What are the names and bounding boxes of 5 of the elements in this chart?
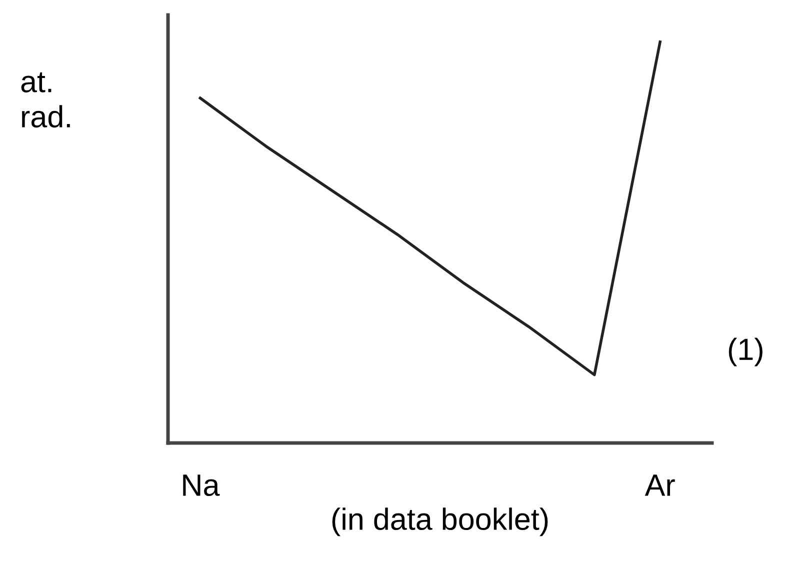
text: (1) [728,338,762,366]
x-tick-label: Na [183,474,220,496]
x-tick-label: Ar [644,474,675,496]
y-axis-title: at. rad. [21,72,70,128]
x-axis-title: (in data booklet) [332,508,548,536]
